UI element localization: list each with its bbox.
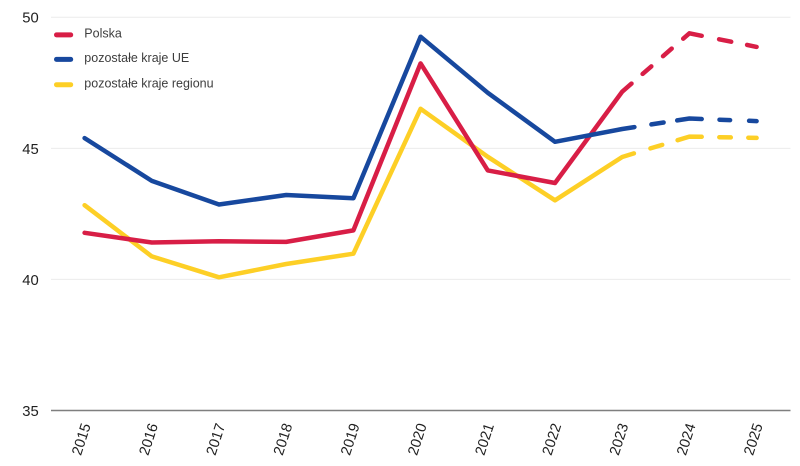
- svg-text:pozostałe kraje UE: pozostałe kraje UE: [84, 51, 189, 65]
- svg-text:35: 35: [22, 404, 38, 420]
- svg-text:pozostałe kraje regionu: pozostałe kraje regionu: [84, 77, 213, 91]
- svg-text:45: 45: [22, 142, 38, 158]
- svg-text:50: 50: [22, 11, 38, 27]
- svg-text:40: 40: [22, 273, 38, 289]
- svg-text:Polska: Polska: [84, 27, 122, 41]
